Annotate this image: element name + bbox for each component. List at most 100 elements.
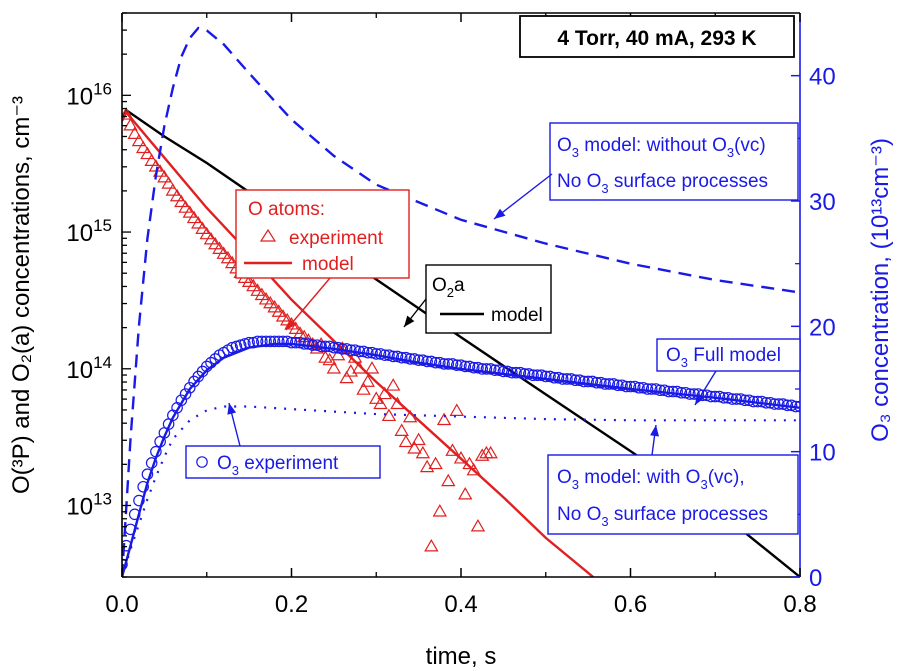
o-atoms-experiment-point [364,361,380,374]
y-right-tick-label: 20 [809,314,836,341]
o3-experiment-label: O3 experiment [217,453,339,478]
o3-model-without-vc-line [122,26,800,577]
o3-experiment-point [133,494,145,507]
o-atoms-experiment-point [356,382,371,395]
o-atoms-model-line [122,110,594,577]
o3-experiment-point [378,349,391,361]
x-tick-label: 0.4 [444,591,477,618]
o3-full-model-label: O3 Full model [666,345,781,370]
o3-experiment-point [361,346,374,359]
o-atoms-header: O atoms: [248,199,325,220]
o3-experiment-point [272,335,285,348]
o-atoms-experiment-point [199,226,214,240]
o-atoms-experiment-point [394,423,409,436]
o3-experiment-point [789,400,800,413]
o-atoms-model-label: model [302,254,354,275]
o2a-legend-box [425,264,552,334]
o-atoms-experiment-point [373,396,388,410]
o3-experiment-point [205,356,217,369]
o-atoms-experiment-point [428,456,443,470]
o3-full-model-arrow-head [695,393,705,405]
o3-experiment-point [353,345,366,358]
o3-experiment-point [603,378,616,390]
o-atoms-experiment-point [385,378,401,391]
o3-experiment-point [370,348,383,360]
o3-experiment-point [633,381,645,394]
o3-experiment-point [556,373,569,385]
o-atoms-experiment-point [157,169,172,183]
y-left-tick-label: 1016 [66,79,112,110]
o3-experiment-point [328,341,340,354]
y-right-tick-label: 0 [809,565,822,592]
o3-experiment-point [590,376,603,389]
o-atoms-experiment-point [458,486,473,500]
o-atoms-experiment-point [339,370,354,384]
o3-experiment-point [548,371,561,384]
o3-experiment-box [185,445,381,479]
o-atoms-experiment-point [246,278,261,292]
o3-experiment-point [429,356,442,369]
o3-without-vc-line2: No O3 surface processes [557,171,768,196]
o3-with-vc-box [547,454,799,535]
o-atoms-experiment-point [182,205,198,218]
o3-experiment-point [781,399,794,412]
o-atoms-experiment-point [474,448,490,461]
o3-experiment-point [277,335,289,348]
o-atoms-experiment-point [445,443,460,456]
o3-experiment-point [539,370,552,383]
o3-experiment-point [137,480,149,493]
o3-experiment-point [527,369,539,382]
o3-experiment-point [675,386,688,399]
o3-experiment-point [268,335,281,348]
o3-experiment-point [624,380,637,393]
o3-experiment-point [578,375,590,388]
o3-experiment-legend-marker [196,456,208,468]
o3-experiment-point [285,336,298,349]
o-atoms-experiment-point [135,140,151,154]
o3-experiment-point [450,359,463,371]
o3-experiment-point [684,388,696,400]
o3-experiment-point [421,355,433,368]
o3-experiment-point [315,340,327,353]
o-atoms-experiment-point [390,396,405,410]
o-atoms-experiment-point [212,241,227,254]
series-layer [122,26,800,577]
o-atoms-experiment-point [462,456,477,470]
o-atoms-experiment-point [191,216,206,229]
o-atoms-experiment-point [140,146,155,160]
o3-experiment-point [251,335,264,348]
o3-experiment-point [518,368,531,380]
o3-experiment-point [467,361,480,374]
o3-experiment-point [256,335,268,348]
o-atoms-experiment-point [203,231,219,245]
y-right-tick-label: 10 [809,440,836,467]
o-atoms-experiment-point [224,255,240,269]
o-atoms-experiment-point [288,321,303,334]
o-atoms-experiment-point [186,210,202,224]
o3-experiment-point [395,351,408,364]
o-atoms-experiment-point [441,473,456,487]
o-atoms-experiment-point [178,200,193,213]
o3-experiment-point [620,380,633,393]
o3-experiment-point [260,335,272,348]
o-atoms-experiment-point [424,538,439,552]
o-atoms-experiment-point [411,432,426,446]
o-atoms-experiment-point [122,107,134,120]
o-atoms-experiment-point [483,445,498,459]
o-atoms-experiment-point [326,361,342,374]
o3-experiment-point [582,375,594,388]
o3-experiment-point [243,336,255,349]
o3-without-vc-arrow [493,173,553,220]
o-atoms-experiment-point [398,434,414,448]
o3-experiment-point [150,445,162,458]
o3-experiment-point [599,378,611,390]
o-atoms-experiment-point [165,183,181,196]
o-atoms-experiment-point [123,117,138,131]
o3-experiment-point [768,398,781,410]
o-atoms-experiment-point [449,403,464,416]
o3-experiment-point [531,369,544,382]
o3-experiment-point [145,457,158,469]
condition-box [519,15,795,58]
o3-experiment-point [459,360,472,373]
